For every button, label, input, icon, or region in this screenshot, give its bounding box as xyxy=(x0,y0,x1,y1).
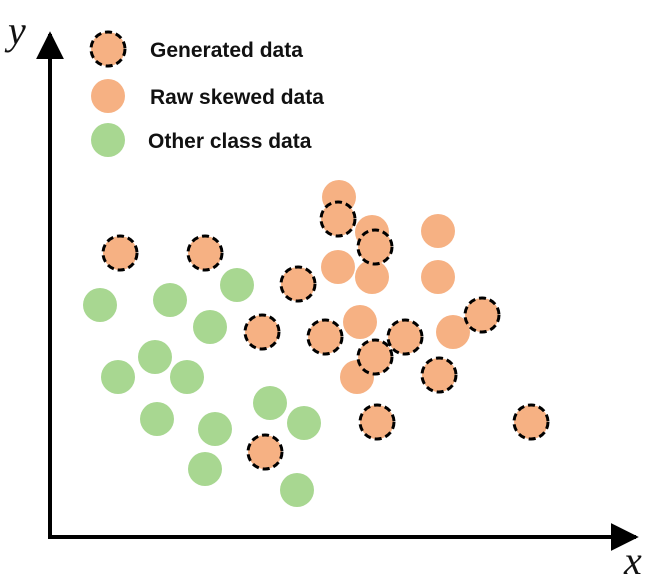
legend-generated-label: Generated data xyxy=(150,39,303,62)
raw-skewed-data-point xyxy=(343,305,377,339)
raw-skewed-data-point xyxy=(421,260,455,294)
generated-data-point xyxy=(186,234,224,272)
generated-data-point xyxy=(243,313,281,351)
other-class-data-point xyxy=(287,406,321,440)
generated-data-point xyxy=(463,296,501,334)
other-class-data-point xyxy=(83,288,117,322)
axes: y x xyxy=(4,8,642,581)
other-class-data-point xyxy=(140,402,174,436)
generated-data-point xyxy=(246,433,284,471)
other-class-data-point xyxy=(253,386,287,420)
legend: Generated data Raw skewed data Other cla… xyxy=(89,30,324,157)
y-axis-label: y xyxy=(4,8,26,53)
data-points xyxy=(83,180,550,507)
other-class-data-point xyxy=(198,412,232,446)
generated-data-point xyxy=(386,318,424,356)
raw-skewed-data-point xyxy=(355,260,389,294)
raw-skewed-data-point xyxy=(421,214,455,248)
legend-other-label: Other class data xyxy=(148,130,312,153)
legend-raw-marker xyxy=(91,79,125,113)
generated-data-point xyxy=(279,265,317,303)
generated-data-point xyxy=(358,403,396,441)
generated-data-point xyxy=(356,228,394,266)
raw-skewed-data-point xyxy=(436,315,470,349)
legend-raw-label: Raw skewed data xyxy=(150,86,324,109)
other-class-data-point xyxy=(153,283,187,317)
generated-data-point xyxy=(306,318,344,356)
other-class-data-point xyxy=(170,360,204,394)
legend-generated-marker xyxy=(89,30,127,68)
other-class-data-point xyxy=(193,310,227,344)
generated-data-point xyxy=(319,200,357,238)
generated-data-point xyxy=(101,234,139,272)
other-class-data-point xyxy=(280,473,314,507)
other-class-data-point xyxy=(188,452,222,486)
other-class-data-point xyxy=(220,268,254,302)
other-class-data-point xyxy=(101,360,135,394)
x-axis-label: x xyxy=(623,538,642,581)
other-class-data-point xyxy=(138,340,172,374)
generated-data-point xyxy=(512,403,550,441)
raw-skewed-data-point xyxy=(321,250,355,284)
legend-other-marker xyxy=(91,123,125,157)
generated-data-point xyxy=(356,338,394,376)
generated-data-point xyxy=(420,356,458,394)
